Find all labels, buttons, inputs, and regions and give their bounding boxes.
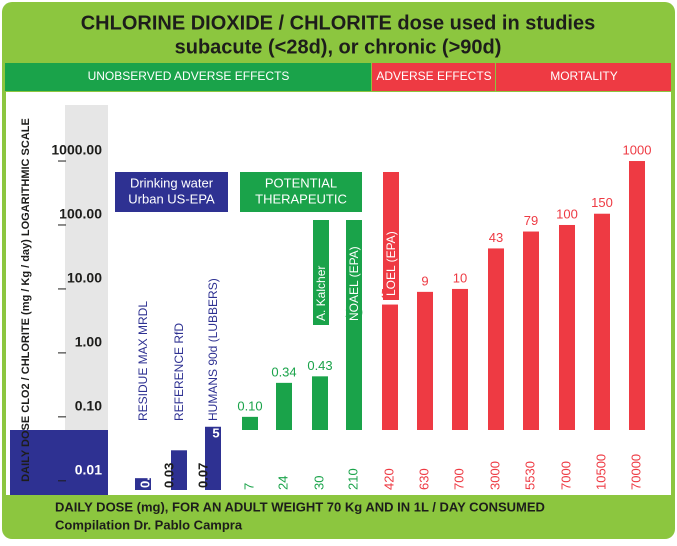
annotation-box — [313, 220, 329, 325]
bar — [452, 288, 468, 430]
x-tick-label: 420 — [381, 468, 396, 490]
category-box — [115, 172, 228, 212]
x-tick-label: 24 — [275, 476, 290, 490]
annotation: RESIDUE MAX MRDL — [136, 301, 150, 421]
bar — [312, 376, 328, 430]
box-label: POTENTIAL — [265, 175, 337, 190]
bar — [417, 291, 433, 430]
y-tick-label: 0.01 — [75, 462, 102, 478]
x-tick-label: 70000 — [628, 454, 643, 490]
y-tick-label: 10.00 — [67, 270, 102, 286]
y-tick-label: 1000.00 — [51, 142, 102, 158]
value-label: 1000 — [623, 142, 652, 157]
chart-title: CHLORINE DIOXIDE / CHLORITE dose used in… — [81, 12, 596, 34]
bar — [242, 416, 258, 430]
x-tick-label: 30 — [311, 476, 326, 490]
value-label: 79 — [524, 213, 538, 228]
x-tick-label: 700 — [451, 468, 466, 490]
section-band — [372, 63, 495, 91]
x-tick-label: 3000 — [487, 461, 502, 490]
x-tick-label: 7 — [241, 483, 256, 490]
x-tick-label: 2 — [178, 431, 185, 446]
annotation: A. Kalcher — [314, 266, 328, 321]
value-label: 10 — [453, 270, 467, 285]
section-label: ADVERSE EFFECTS — [376, 69, 491, 83]
box-label: THERAPEUTIC — [255, 191, 347, 206]
value-label: 150 — [591, 195, 613, 210]
category-box — [240, 172, 362, 212]
x-axis-label: DAILY DOSE (mg), FOR AN ADULT WEIGHT 70 … — [55, 499, 545, 514]
bar — [629, 161, 645, 431]
bar — [135, 478, 151, 490]
annotation: NOAEL (EPA) — [347, 246, 361, 321]
box-label: Urban US-EPA — [128, 191, 215, 206]
bar — [205, 426, 221, 490]
annotation: REFERENCE RfD — [172, 323, 186, 421]
value-label: 0.03 — [161, 463, 176, 488]
y-tick-label: 100.00 — [59, 206, 102, 222]
chart-subtitle: subacute (<28d), or chronic (>90d) — [175, 36, 502, 58]
annotation: LOEL (EPA) — [384, 231, 398, 296]
x-tick-label: 5530 — [522, 461, 537, 490]
x-tick-label: 210 — [345, 468, 360, 490]
axis-column — [65, 105, 108, 430]
y-axis-label: DAILY DOSE CLO2 / CHLORITE (mg / Kg / da… — [20, 118, 32, 482]
x-tick-label: 10500 — [593, 454, 608, 490]
bar — [276, 382, 292, 430]
annotation: HUMANS 90d (LUBBERS) — [206, 278, 220, 421]
value-label: 0.10 — [237, 398, 262, 413]
value-label: 0.34 — [271, 364, 296, 379]
value-label: 0.43 — [307, 358, 332, 373]
annotation-box — [346, 220, 362, 325]
axis-floor — [10, 430, 108, 495]
bar — [523, 231, 539, 430]
value-label: 0.07 — [195, 463, 210, 488]
bar — [559, 224, 575, 430]
bar — [171, 450, 187, 490]
value-label: 100 — [556, 206, 578, 221]
credit: Compilation Dr. Pablo Campra — [55, 517, 243, 532]
x-tick-label: 0.8 — [137, 470, 152, 488]
section-band — [496, 63, 671, 91]
section-label: MORTALITY — [550, 69, 618, 83]
y-tick-label: 1.00 — [75, 334, 102, 350]
section-band — [5, 63, 371, 91]
box-label: Drinking water — [130, 175, 214, 190]
x-tick-label: 5 — [212, 425, 219, 440]
bar — [594, 213, 610, 430]
x-tick-label: 630 — [416, 468, 431, 490]
bar — [488, 248, 504, 430]
bar — [382, 304, 398, 430]
y-tick-label: 0.10 — [75, 398, 102, 414]
x-tick-label: 7000 — [558, 461, 573, 490]
bar — [346, 323, 362, 430]
value-label: 9 — [421, 273, 428, 288]
section-label: UNOBSERVED ADVERSE EFFECTS — [88, 69, 290, 83]
annotation-box — [383, 172, 399, 300]
value-label: 43 — [489, 230, 503, 245]
